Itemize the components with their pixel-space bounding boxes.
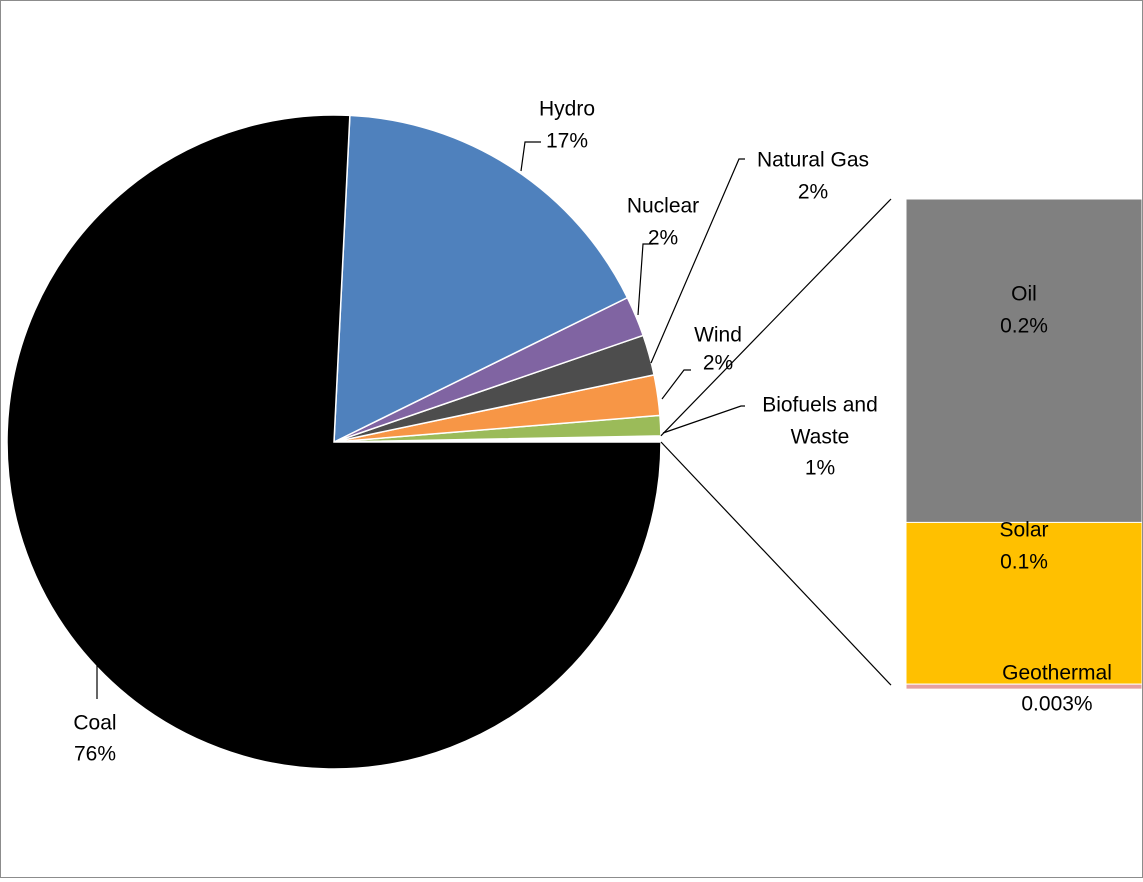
data-label-biofuels-and-waste-value: 1% — [805, 457, 835, 480]
data-label-biofuels-and-waste-name: Biofuels and — [762, 394, 878, 417]
bar-segment-oil — [905, 198, 1143, 523]
data-label-biofuels-and-waste-name: Waste — [791, 426, 850, 449]
data-label-oil-value: 0.2% — [1000, 315, 1048, 338]
data-label-nuclear-name: Nuclear — [627, 195, 699, 218]
connector-line-bottom — [660, 441, 892, 686]
data-label-wind-name: Wind — [694, 324, 742, 347]
data-label-natural-gas-value: 2% — [798, 181, 828, 204]
secondary-bar — [905, 198, 1143, 690]
leader-lines — [96, 141, 745, 699]
leader-line-wind — [661, 369, 691, 400]
leader-line-nuclear — [637, 243, 653, 316]
data-label-coal-name: Coal — [73, 712, 116, 735]
bar-segment-geothermal — [905, 683, 1143, 690]
data-label-solar-value: 0.1% — [1000, 551, 1048, 574]
leader-line-hydro — [520, 141, 541, 172]
pie-slices — [6, 114, 662, 770]
leader-line-biofuels-and-waste — [662, 405, 745, 434]
pie-slice-hydro — [333, 114, 629, 444]
data-label-oil-name: Oil — [1011, 283, 1037, 306]
data-label-hydro-value: 17% — [546, 130, 588, 153]
data-label-coal-value: 76% — [74, 743, 116, 766]
data-label-wind-value: 2% — [703, 352, 733, 375]
data-label-natural-gas-name: Natural Gas — [757, 149, 869, 172]
data-label-solar-name: Solar — [999, 519, 1048, 542]
data-label-nuclear-value: 2% — [648, 227, 678, 250]
connector-line-top — [660, 198, 892, 437]
bar-segment-solar — [905, 521, 1143, 685]
data-label-geothermal-name: Geothermal — [1002, 662, 1112, 685]
connector-lines — [660, 198, 892, 686]
data-label-hydro-name: Hydro — [539, 98, 595, 121]
data-labels: Hydro 17% Nuclear 2% Natural Gas 2% Wind 2% Biof… — [73, 98, 1111, 766]
data-label-geothermal-value: 0.003% — [1021, 693, 1092, 716]
leader-line-natural-gas — [650, 158, 745, 364]
